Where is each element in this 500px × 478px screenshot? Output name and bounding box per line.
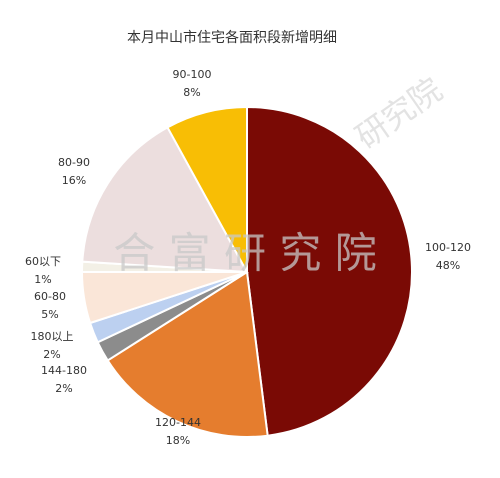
slice-value-label: 5%	[41, 308, 58, 321]
slice-value-label: 1%	[34, 273, 51, 286]
slice-label: 80-90	[58, 156, 90, 169]
chart-title: 本月中山市住宅各面积段新增明细	[127, 29, 337, 46]
slice-label: 144-180	[41, 364, 87, 377]
slice-value-label: 48%	[436, 259, 460, 272]
slice-value-label: 8%	[183, 86, 200, 99]
watermark-corner: 研究院	[349, 70, 449, 156]
slice-label: 100-120	[425, 241, 471, 254]
slice	[106, 270, 269, 438]
slice-value-label: 18%	[166, 434, 190, 447]
slice	[166, 105, 248, 273]
slice-value-label: 2%	[55, 382, 72, 395]
slice-value-label: 16%	[62, 174, 86, 187]
slice	[81, 126, 249, 274]
slice-value-label: 2%	[43, 348, 60, 361]
slice-label: 60-80	[34, 290, 66, 303]
pie	[80, 105, 413, 438]
watermark: 合 富 研 究 院	[113, 229, 376, 278]
slice	[246, 105, 413, 437]
slice-label: 90-100	[173, 68, 212, 81]
slice-label: 120-144	[155, 416, 201, 429]
slice-label: 180以上	[31, 330, 74, 343]
slice-label: 60以下	[25, 255, 61, 268]
labels: 100-120 48% 120-144 18% 144-180 2% 180以上 2% 60-8…	[25, 68, 471, 447]
